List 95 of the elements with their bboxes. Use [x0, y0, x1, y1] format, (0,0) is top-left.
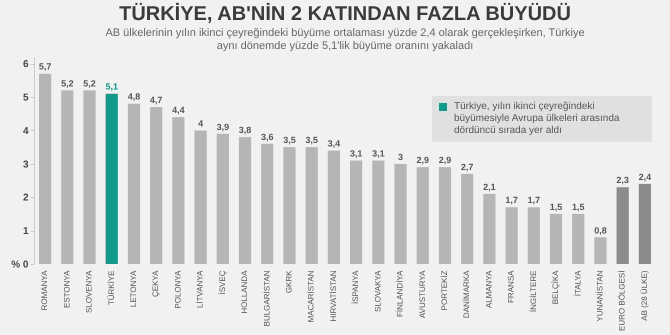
data-label: 3,8: [238, 125, 252, 136]
bar: [528, 207, 540, 264]
data-label: 3,1: [372, 148, 385, 158]
x-tick-label: BULGARİSTAN: [262, 270, 272, 326]
bar: [572, 214, 584, 264]
bar: [306, 147, 318, 264]
data-label: 3,4: [328, 138, 340, 148]
x-tick-label: TÜRKİYE: [106, 270, 116, 306]
data-label: 4,4: [172, 105, 185, 116]
data-label: 4,8: [128, 92, 140, 102]
bar: [128, 104, 140, 264]
data-label: 0,8: [594, 225, 607, 236]
data-label: 1,5: [572, 202, 585, 212]
x-tick-label: AVUSTURYA: [418, 270, 427, 318]
x-tick-label: ÇEKYA: [151, 270, 160, 298]
y-tick-label: 4: [22, 126, 29, 137]
data-label: 5,1: [105, 82, 118, 92]
x-tick-label: FRANSA: [506, 270, 516, 303]
x-tick-label: AB (28 ÜLKE): [640, 270, 649, 321]
data-label: 1,7: [505, 195, 518, 206]
bar: [261, 144, 274, 264]
bar: [39, 74, 52, 264]
annotation: Türkiye, yılın ikinci çeyreğindeki büyümesiyle Avrupa ülkeleri arasında dördüncü sırada yer aldı: [454, 101, 620, 136]
x-tick-label: İSPANYA: [351, 270, 360, 304]
data-label: 2,7: [460, 162, 474, 172]
data-label: 2,9: [416, 155, 430, 166]
data-label: 2,4: [638, 172, 652, 182]
bar: [594, 237, 607, 264]
data-label: 5,2: [83, 78, 96, 88]
x-tick-label: SLOVAKYA: [373, 270, 382, 312]
x-tick-label: EURO BÖLGESİ: [618, 270, 627, 331]
y-tick-label: 5: [22, 92, 29, 104]
y-tick-label: 1: [22, 226, 29, 238]
data-label: 3,5: [305, 135, 318, 146]
data-label: 3: [398, 152, 404, 162]
x-tick-label: MACARİSTAN: [306, 270, 316, 322]
bar: [372, 160, 384, 264]
bar: [328, 150, 340, 264]
x-tick-label: İSVEÇ: [218, 270, 227, 295]
x-tick-label: İTALYA: [573, 270, 582, 296]
data-label: 4,7: [150, 95, 162, 106]
bar: [438, 167, 452, 264]
data-label: 1,7: [528, 195, 540, 206]
x-tick-label: ALMANYA: [484, 270, 494, 308]
x-tick-label: SLOVENYA: [84, 270, 94, 314]
bar: [638, 184, 651, 264]
y-tick-label: % 0: [11, 260, 29, 270]
x-tick-label: YUNANİSTAN: [595, 270, 604, 322]
data-label: 2,9: [438, 155, 452, 166]
x-tick-label: GKRK: [284, 270, 294, 294]
bar: [394, 164, 407, 264]
data-label: 4: [198, 118, 204, 128]
x-tick-label: HIRVATİSTAN: [328, 270, 338, 322]
x-tick-label: BELÇİKA: [551, 270, 560, 304]
bar: [350, 160, 362, 264]
bar: [506, 207, 518, 264]
x-tick-label: PORTEKİZ: [440, 270, 449, 310]
y-tick-label: 2: [22, 192, 29, 204]
x-tick-label: POLONYA: [173, 270, 182, 309]
data-label: 3,9: [216, 122, 230, 132]
bar: [61, 90, 74, 264]
data-label: 1,5: [550, 202, 562, 212]
x-tick-label: HOLLANDA: [240, 270, 250, 314]
bar: [172, 117, 184, 264]
chart-title: TÜRKİYE, AB'NİN 2 KATINDAN FAZLA BÜYÜDÜ: [119, 2, 571, 25]
x-tick-label: LETONYA: [128, 270, 138, 308]
x-tick-label: DANİMARKA: [462, 270, 472, 318]
x-tick-label: FİNLANDİYA: [396, 270, 405, 318]
bar: [194, 130, 207, 264]
data-label: 5,7: [38, 62, 52, 72]
bar: [283, 147, 296, 264]
bar: [216, 134, 229, 264]
x-tick-label: ROMANYA: [40, 270, 50, 310]
bar: [616, 187, 629, 264]
data-label: 5,2: [61, 78, 74, 88]
bar: [106, 94, 118, 264]
bar: [83, 90, 96, 264]
note-box: Türkiye, yılın ikinci çeyreğindeki büyümesiyle Avrupa ülkeleri arasında dördüncü sırada yer aldı: [432, 96, 652, 142]
data-label: 3,1: [350, 148, 362, 158]
bar: [483, 194, 496, 264]
y-tick-label: 6: [22, 59, 29, 70]
y-tick-label: 3: [22, 159, 29, 170]
bar: [238, 137, 252, 264]
bar: [461, 174, 474, 264]
bar: [150, 107, 162, 264]
x-tick-label: LİTVANYA: [196, 270, 205, 308]
bar: [550, 214, 562, 264]
data-label: 3,6: [260, 132, 274, 142]
x-tick-label: İNGİLTERE: [528, 270, 538, 312]
chart-subtitle: AB ülkelerinin yılın ikinci çeyreğindeki büyüme ortalaması yüzde 2,4 olarak gerçekleşirken, Türkiye aynı dönemde yüzde 5,1'lik büyüme oranını yakaladı: [105, 27, 585, 52]
data-label: 2,3: [616, 175, 629, 186]
data-label: 3,5: [283, 135, 296, 146]
bar: [416, 167, 429, 264]
data-label: 2,1: [483, 182, 496, 192]
x-tick-label: ESTONYA: [62, 270, 72, 308]
